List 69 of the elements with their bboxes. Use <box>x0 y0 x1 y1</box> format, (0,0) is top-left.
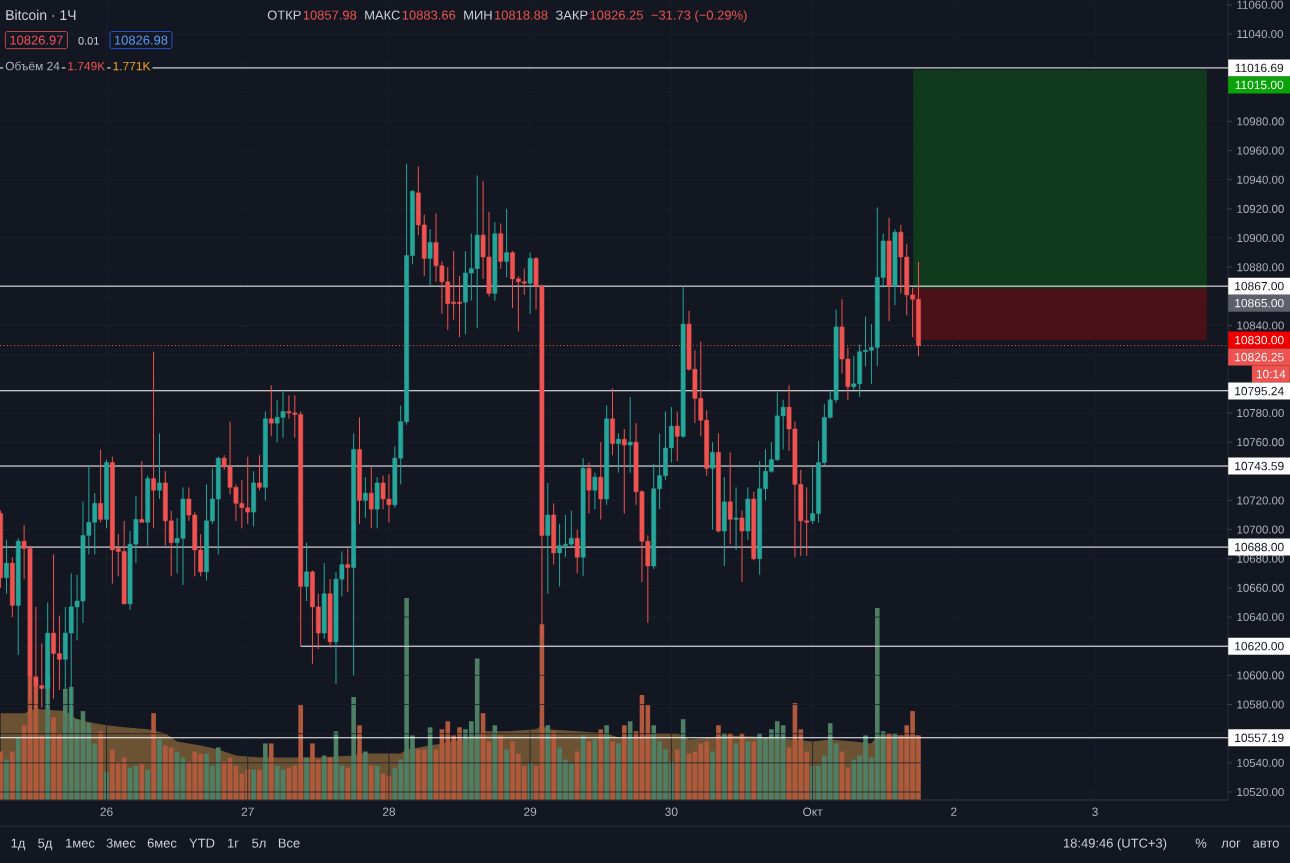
text: 6мес <box>147 838 177 848</box>
y-tick-label: 10700.00 <box>1237 525 1284 534</box>
annotation: ОТКР <box>267 10 301 20</box>
y-tick-label: 10720.00 <box>1237 496 1284 505</box>
annotation: 10857.98 <box>303 10 357 20</box>
x-tick-label: 28 <box>382 807 396 816</box>
text: 10830.00 <box>1235 335 1284 345</box>
x-tick-label: 29 <box>524 807 537 816</box>
annotation: 1.749K <box>68 61 106 71</box>
x-tick-label: 2 <box>951 807 957 816</box>
y-tick-label: 10940.00 <box>1237 175 1284 184</box>
text: лог <box>1221 840 1241 848</box>
ref-line-label: 10557.19 <box>1235 733 1284 742</box>
y-tick-label: 10920.00 <box>1237 204 1284 213</box>
text: авто <box>1253 840 1279 848</box>
y-tick-label: 10840.00 <box>1237 321 1284 330</box>
text: 1д <box>11 838 26 851</box>
ref-line-label: 10795.24 <box>1235 386 1284 396</box>
text: YTD <box>189 838 215 848</box>
y-tick-label: 10960.00 <box>1237 146 1284 155</box>
text: 1г <box>228 838 239 848</box>
x-tick-label: 27 <box>241 807 254 816</box>
x-tick-label: 30 <box>665 807 678 816</box>
text: 5д <box>38 838 53 851</box>
annotation: −31.73 (−0.29%) <box>651 10 747 23</box>
ref-line-label: 10867.00 <box>1235 281 1284 291</box>
y-tick-label: 10660.00 <box>1237 583 1284 592</box>
annotation: МАКС <box>365 10 400 20</box>
annotation: 11015.00 <box>1235 80 1284 90</box>
text: 5л <box>252 838 266 848</box>
annotation: МИН <box>464 10 492 20</box>
annotation: 0.01 <box>78 36 99 45</box>
y-tick-label: 10680.00 <box>1237 554 1284 563</box>
ref-line-label: 10688.00 <box>1235 542 1284 552</box>
ref-line-label: 10743.59 <box>1235 461 1284 471</box>
y-tick-label: 10540.00 <box>1237 758 1284 767</box>
y-tick-label: 10580.00 <box>1237 700 1284 709</box>
text: Bitcoin · 1Ч <box>6 9 76 21</box>
annotation: ЗАКР <box>555 10 588 20</box>
x-tick-label: 26 <box>100 807 113 816</box>
text: Все <box>278 838 300 848</box>
y-tick-label: 10760.00 <box>1237 438 1284 447</box>
y-tick-label: 10980.00 <box>1237 117 1284 126</box>
ref-line-label: 10826.25 <box>1235 352 1284 362</box>
text: 1мес <box>66 838 95 848</box>
y-tick-label: 10640.00 <box>1237 613 1284 622</box>
ref-line-label: 11016.69 <box>1235 63 1284 73</box>
y-tick-label: 10880.00 <box>1237 263 1284 272</box>
annotation: 10826.98 <box>114 35 168 45</box>
text: 10:14 <box>1256 369 1286 379</box>
y-tick-label: 11040.00 <box>1237 29 1283 39</box>
annotation: 10826.25 <box>590 10 643 20</box>
y-tick-label: 10900.00 <box>1237 233 1284 243</box>
y-tick-label: 11060.00 <box>1237 0 1283 9</box>
annotation: 10865.00 <box>1235 298 1284 308</box>
y-tick-label: 10780.00 <box>1237 408 1284 418</box>
annotation: 10818.88 <box>495 10 548 20</box>
x-tick-label: Окт <box>803 807 823 816</box>
text: 18:49:46 (UTC+3) <box>1063 838 1167 851</box>
annotation: 1.771K <box>113 61 151 71</box>
annotation: 10883.66 <box>402 10 456 20</box>
data-label: 10620.00 <box>1235 641 1284 651</box>
annotation: Объём 24 <box>5 61 60 71</box>
text: 3мес <box>106 838 136 848</box>
annotation: 10826.97 <box>10 35 63 45</box>
y-tick-label: 10520.00 <box>1237 787 1284 797</box>
text: % <box>1195 838 1207 848</box>
y-tick-label: 10600.00 <box>1237 671 1284 680</box>
x-tick-label: 3 <box>1092 807 1098 816</box>
